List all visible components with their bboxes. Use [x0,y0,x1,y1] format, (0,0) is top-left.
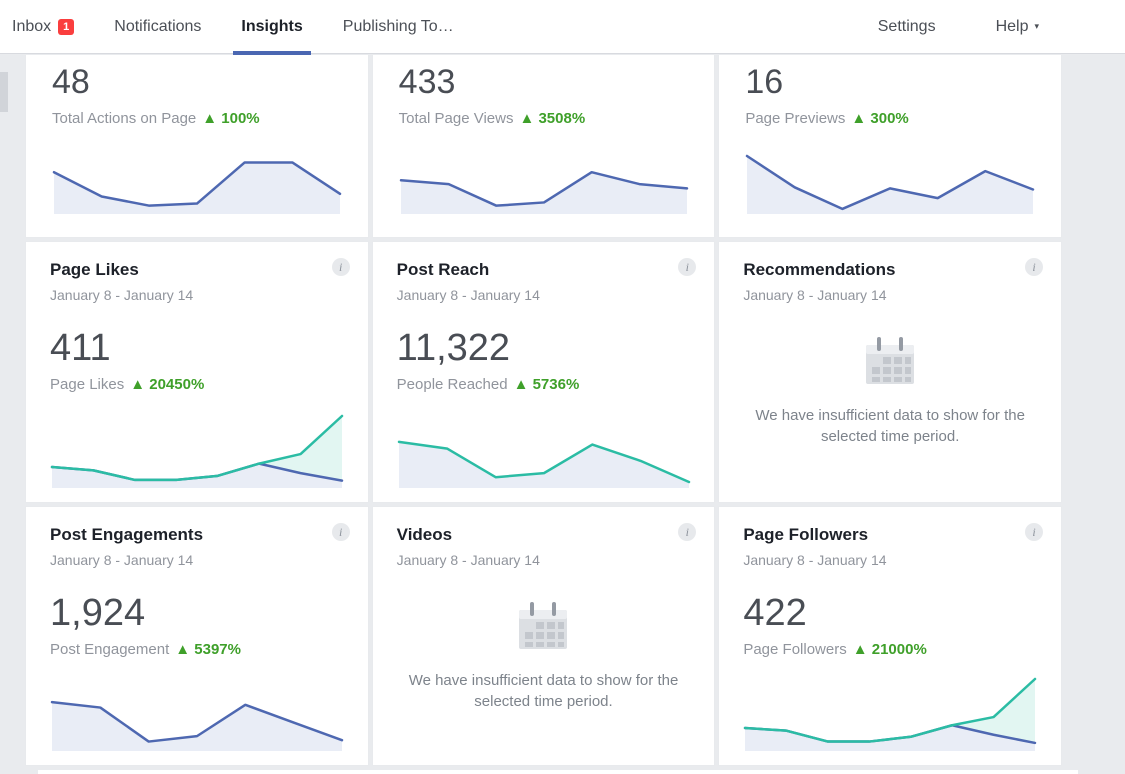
help-menu[interactable]: Help ▾ [996,0,1039,54]
tab-notifications-label: Notifications [114,17,202,35]
metric-value: 11,322 [396,327,511,369]
metric-label-row: Total Page Views ▲ 3508% [399,110,689,127]
metric-label: Total Page Views [398,110,514,127]
settings-label: Settings [877,17,936,35]
card-videos[interactable]: Videos i January 8 - January 14 We have … [371,506,716,766]
info-icon[interactable]: i [1024,523,1043,541]
card-total-page-views[interactable]: 433 Total Page Views ▲ 3508% [371,55,716,238]
card-post-engagements[interactable]: Post Engagements i January 8 - January 1… [25,506,369,766]
calendar-icon [866,337,915,384]
card-title: Videos [396,525,453,544]
sparkline-chart [745,153,1035,215]
insufficient-data-message: We have insufficient data to show for th… [408,672,679,710]
metric-label-row: Post Engagement ▲ 5397% [50,641,344,658]
tab-insights[interactable]: Insights [233,0,311,55]
card-period: January 8 - January 14 [396,287,540,303]
card-title: Page Likes [50,260,139,279]
metric-label-row: Total Actions on Page ▲ 100% [52,110,342,127]
metric-value: 1,924 [50,592,146,634]
sparkline-chart [397,413,691,489]
nav-right-group: Settings Help ▾ [818,0,1125,54]
metric-delta: ▲ 100% [202,110,260,127]
active-tab-indicator [233,50,311,55]
sparkline-chart [50,413,344,489]
settings-link[interactable]: Settings [878,0,936,54]
next-section-top [38,770,1078,774]
help-label: Help [995,17,1029,35]
metric-value: 48 [52,63,90,101]
empty-state: We have insufficient data to show for th… [743,337,1037,447]
card-period: January 8 - January 14 [50,552,194,568]
card-page-previews[interactable]: 16 Page Previews ▲ 300% [718,55,1062,238]
card-title: Page Followers [743,525,869,544]
metric-label-row: Page Followers ▲ 21000% [743,641,1037,658]
metric-delta: ▲ 5736% [513,376,580,393]
metric-value: 433 [398,63,456,101]
card-page-likes[interactable]: Page Likes i January 8 - January 14 411 … [25,241,369,503]
card-recommendations[interactable]: Recommendations i January 8 - January 14… [718,241,1062,503]
card-period: January 8 - January 14 [50,287,194,303]
inbox-unread-badge: 1 [58,18,75,35]
metric-label: Page Likes [50,376,125,393]
sparkline-chart [743,676,1037,752]
metric-delta: ▲ 5397% [175,641,241,658]
tab-inbox[interactable]: Inbox 1 [12,0,75,54]
metric-label: Post Engagement [50,641,170,658]
tab-publishing-tools[interactable]: Publishing To… [343,0,454,54]
metric-label-row: Page Likes ▲ 20450% [50,376,344,393]
insufficient-data-message: We have insufficient data to show for th… [755,407,1025,445]
sparkline-chart [52,153,342,215]
metric-delta: ▲ 300% [851,110,909,127]
card-period: January 8 - January 14 [743,287,887,303]
metric-label: Page Previews [745,110,846,127]
info-icon[interactable]: i [331,258,350,276]
metric-label-row: Page Previews ▲ 300% [745,110,1035,127]
tab-inbox-label: Inbox [12,17,52,35]
tab-insights-label: Insights [241,17,303,35]
card-page-followers[interactable]: Page Followers i January 8 - January 14 … [718,506,1062,766]
metric-value: 16 [745,63,784,101]
metric-value: 411 [50,327,111,369]
card-title: Recommendations [743,260,896,279]
card-total-actions[interactable]: 48 Total Actions on Page ▲ 100% [25,55,369,238]
metric-label: People Reached [396,376,508,393]
card-period: January 8 - January 14 [396,552,540,568]
info-icon[interactable]: i [678,258,697,276]
chevron-down-icon: ▾ [1034,21,1039,31]
info-icon[interactable]: i [1024,258,1043,276]
card-post-reach[interactable]: Post Reach i January 8 - January 14 11,3… [371,241,716,503]
scrollbar-thumb[interactable] [0,72,8,112]
page-top-nav: Inbox 1 Notifications Insights Publishin… [0,0,1125,55]
card-title: Post Reach [396,260,490,279]
insights-overview-grid: 48 Total Actions on Page ▲ 100% 433 Total… [25,55,1062,766]
metric-label-row: People Reached ▲ 5736% [397,376,691,393]
metric-label: Page Followers [743,641,847,658]
empty-state: We have insufficient data to show for th… [397,602,691,712]
sparkline-chart [50,676,344,752]
sparkline-chart [399,153,689,215]
info-icon[interactable]: i [331,523,350,541]
calendar-icon [519,602,568,649]
info-icon[interactable]: i [678,523,697,541]
metric-value: 422 [743,592,807,634]
card-title: Post Engagements [50,525,204,544]
metric-delta: ▲ 20450% [130,376,205,393]
metric-delta: ▲ 3508% [519,110,586,127]
card-period: January 8 - January 14 [743,552,887,568]
metric-label: Total Actions on Page [52,110,197,127]
tab-publishing-label: Publishing To… [342,17,454,35]
tab-notifications[interactable]: Notifications [114,0,201,54]
metric-delta: ▲ 21000% [852,641,927,658]
